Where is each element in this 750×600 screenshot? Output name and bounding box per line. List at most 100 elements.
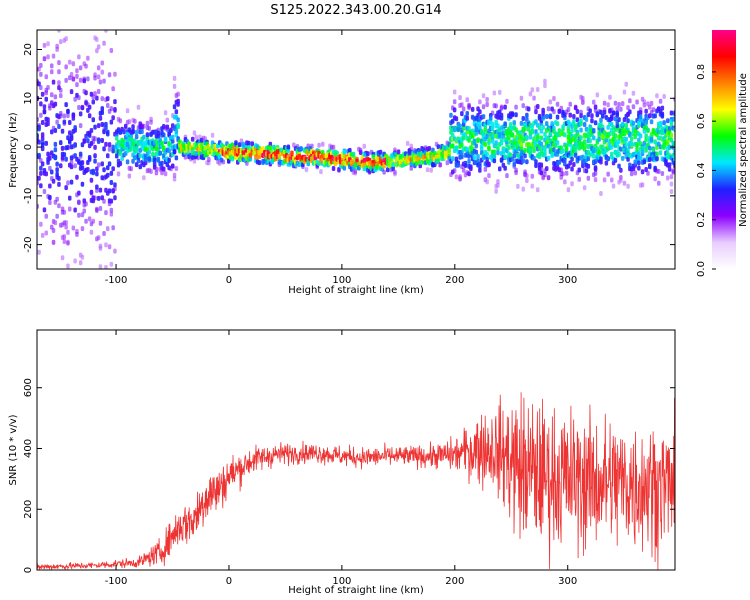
spectrogram-cell [331,166,336,171]
spectrogram-cell [133,118,137,124]
spectrogram-cell [476,113,480,118]
spectrogram-cell [192,158,197,164]
spectrogram-cell [87,216,92,222]
spectrogram-cell [669,181,674,187]
spectrogram-cell [59,113,63,119]
spectrogram-cell [55,213,59,219]
spectrogram-cell [427,146,432,151]
spectrogram-cell [156,157,161,163]
spectrogram-cell [104,210,108,216]
spectrogram-cell [593,120,598,126]
spectrogram-cell [154,166,159,172]
spectrogram-cell [508,152,513,158]
spectrogram-cell [568,160,572,166]
spectrogram-cell [622,180,627,186]
spectrogram-cell [655,93,659,99]
spectrogram-cell [95,171,99,177]
spectrogram-cell [60,128,65,134]
spectrogram-cell [176,117,180,123]
spectrogram-cell [98,187,103,193]
spectrogram-cell [463,163,468,168]
spectrogram-cell [633,170,637,176]
spectrogram-cell [98,79,103,85]
spectrogram-cell [409,165,413,171]
spectrogram-cell [91,117,95,123]
tick-label: 0 [23,144,34,150]
spectrogram-cell [78,111,83,117]
spectrogram-cell [615,110,619,116]
spectrogram-cell [93,153,97,159]
spectrogram-cell [631,104,636,110]
spectrogram-cell [563,132,567,138]
spectrogram-cell [80,160,85,166]
spectrogram-cell [115,153,119,159]
spectrogram-cell [129,146,133,152]
snr-panel: -100 0 100 200 300 0 200 400 600 Height of stra… [8,329,676,596]
spectrogram-cell [604,160,609,166]
spectrogram-cell [109,207,114,213]
spectrogram-cell [71,115,76,121]
spectrogram-cell [42,207,47,213]
spectrogram-cell [481,104,486,110]
spectrogram-cell [561,171,565,177]
spectrogram-cell [485,151,489,157]
spectrogram-cell [626,183,630,189]
spectrogram-cell [516,183,520,189]
spectrogram-cell [268,145,273,151]
spectrogram-cell [480,144,484,149]
spectrogram-cell [71,225,76,231]
spectrogram-cell [601,113,605,119]
spectrogram-cell [577,176,581,182]
spectrogram-cell [543,83,547,89]
spectrogram-cell [541,110,545,116]
spectrogram-cell [142,134,146,140]
spectrogram-cell [64,102,68,108]
spectrogram-cell [169,127,173,133]
spectrogram-cell [631,90,636,96]
spectrogram-cell [127,119,132,125]
spectrogram-cell [113,71,117,77]
spectrogram-cell [461,106,466,112]
spectrogram-cell [102,198,106,204]
spectrogram-cell [68,120,72,125]
spectrogram-cell [44,96,48,102]
spectrogram-cell [84,63,88,69]
spectrogram-cell [102,167,106,173]
spectrogram-cell [646,170,650,176]
figure-title: S125.2022.343.00.20.G14 [270,3,441,18]
spectrogram-cell [106,172,110,178]
spectrogram-cell [40,142,45,148]
spectrogram-cell [113,186,117,192]
spectrogram-cell [68,206,72,212]
spectrogram-cell [57,30,61,33]
spectrogram-cell [570,181,574,187]
spectrogram-cell [53,94,58,100]
spectrogram-cell [57,175,61,181]
spectrogram-cell [100,96,104,102]
spectrogram-cell [487,173,491,179]
spectrogram-cell [393,147,397,153]
spectrogram-cell [167,131,171,137]
spectrogram-cell [599,109,603,115]
spectrogram-cell [624,136,628,142]
spectrogram-cell [451,156,455,162]
spectrogram-cell [521,158,525,164]
spectrogram-cell [299,146,303,152]
spectrogram-cell [461,167,466,173]
tick-label: 100 [332,576,351,587]
spectrogram-cell [599,117,603,123]
spectrogram-cell [142,175,146,181]
spectrogram-cell [57,80,61,86]
spectrogram-cell [615,123,619,129]
spectrogram-cell [53,154,58,160]
spectrogram-cell [613,133,618,139]
spectrogram-cell [95,184,99,190]
spectrogram-cell [566,187,571,193]
spectrogram-cell [109,48,114,53]
spectrogram-cell [78,65,83,71]
spectrogram-cell [622,131,627,137]
spectrogram-cell [489,115,493,121]
spectrogram-cell [319,169,323,175]
spectrogram-cell [581,154,585,160]
spectrogram-cell [536,87,540,92]
